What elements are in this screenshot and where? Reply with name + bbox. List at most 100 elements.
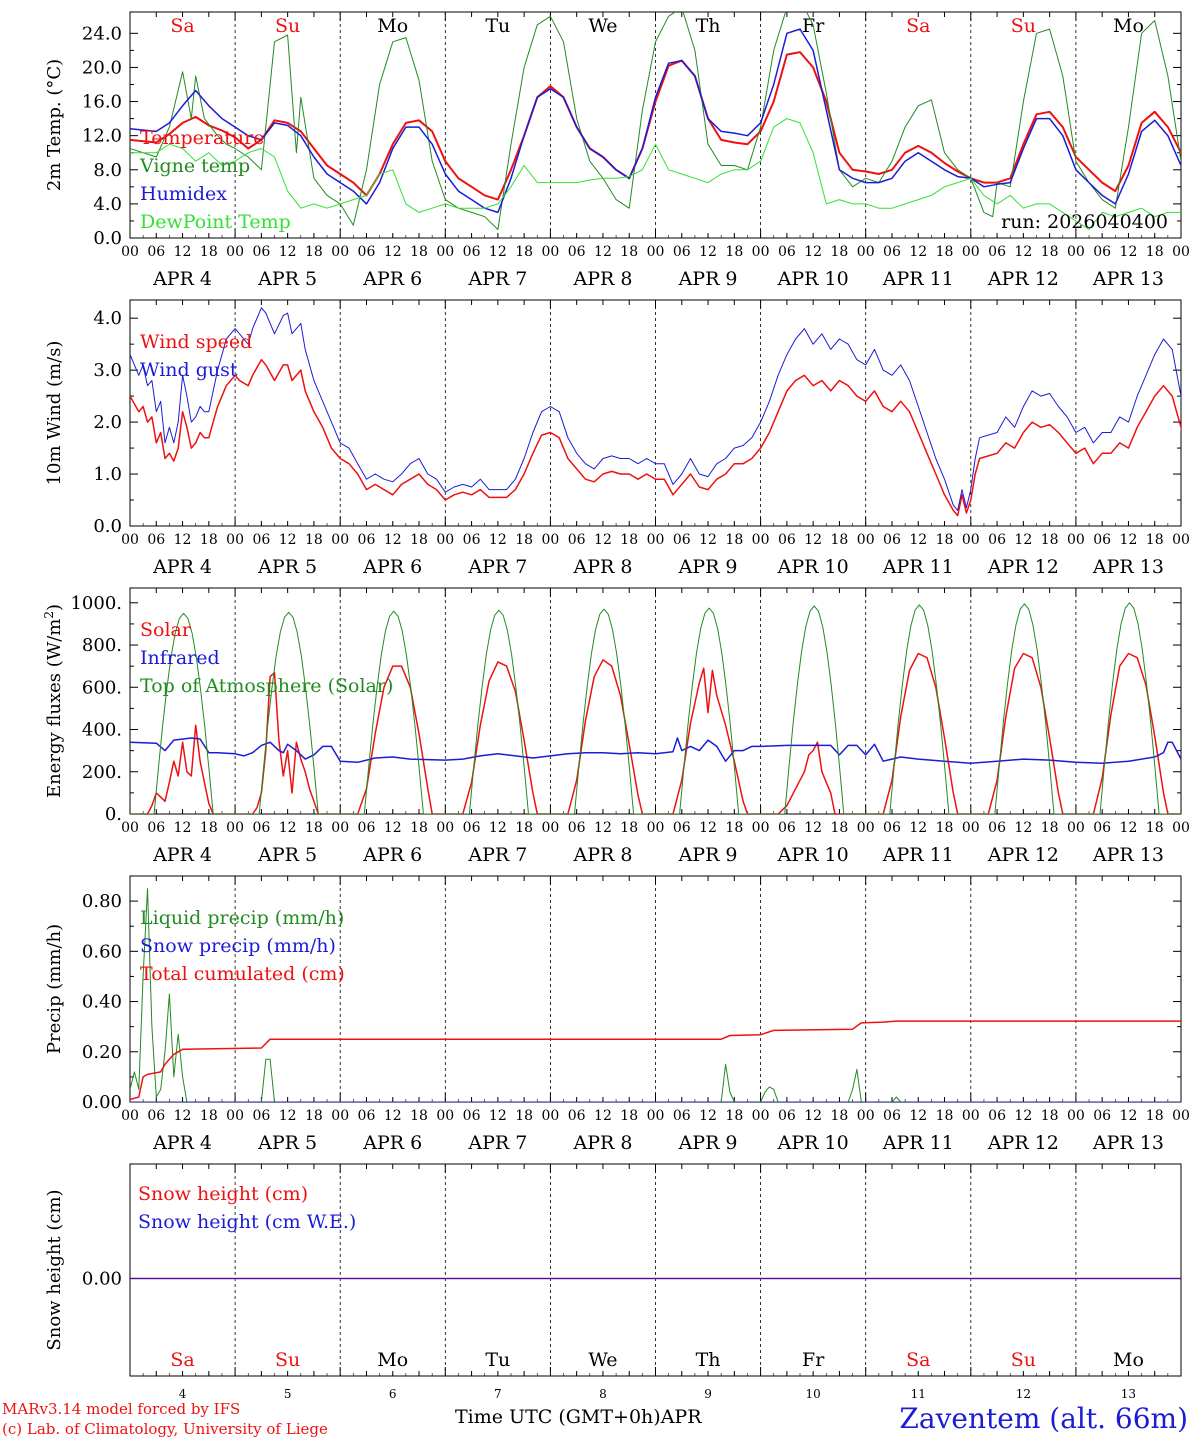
x-hour-label: 06 (147, 244, 165, 260)
x-hour-label: 00 (1172, 244, 1190, 260)
x-hour-label: 18 (410, 532, 428, 548)
x-hour-label: 18 (305, 820, 323, 836)
weekday-label: Tu (485, 1349, 510, 1371)
x-hour-label: 06 (568, 244, 586, 260)
y-tick-label: 2.0 (93, 412, 122, 433)
legend-entry: Total cumulated (cm) (140, 963, 345, 985)
x-hour-label: 18 (936, 820, 954, 836)
x-hour-label: 06 (883, 532, 901, 548)
weekday-label: Mo (377, 15, 408, 37)
x-hour-label: 00 (541, 532, 559, 548)
x-hour-label: 06 (883, 244, 901, 260)
y-tick-label: 12.0 (82, 126, 122, 147)
series-line-humidex (130, 28, 1181, 214)
x-hour-label: 06 (673, 532, 691, 548)
x-day-label: APR 6 (362, 268, 422, 290)
x-hour-label: 12 (489, 820, 507, 836)
x-hour-label: 12 (489, 244, 507, 260)
x-hour-label: 06 (988, 532, 1006, 548)
legend: Wind speed Wind gust (140, 331, 252, 381)
legend-entry: Solar (140, 619, 192, 641)
day-number-label: 9 (704, 1387, 712, 1401)
x-hour-label: 00 (331, 244, 349, 260)
series-group (130, 307, 1181, 517)
x-hour-label: 12 (384, 532, 402, 548)
x-hour-label: 18 (936, 532, 954, 548)
x-hour-label: 06 (1093, 1108, 1111, 1124)
x-hour-label: 06 (463, 820, 481, 836)
day-number-label: 8 (599, 1387, 607, 1401)
x-hour-label: 06 (252, 532, 270, 548)
x-hour-label: 06 (252, 820, 270, 836)
x-hour-label: 06 (673, 820, 691, 836)
x-hour-label: 00 (857, 1108, 875, 1124)
x-hour-label: 06 (988, 1108, 1006, 1124)
x-hour-label: 18 (831, 532, 849, 548)
y-axis-label-superscript: 2 (42, 611, 56, 619)
x-hour-label: 12 (174, 532, 192, 548)
x-hour-label: 12 (384, 244, 402, 260)
x-day-label: APR 11 (882, 268, 954, 290)
x-day-label: APR 5 (257, 556, 317, 578)
y-axis-label: Precip (mm/h) (44, 924, 65, 1054)
x-day-label: APR 8 (572, 268, 632, 290)
series-line-top-of-atmosphere-solar- (130, 602, 1181, 814)
panel-1: 0.0 4.0 8.0 12.0 16.0 20.0 24.0 2m Temp. (°C) 00… (44, 11, 1190, 290)
x-hour-label: 12 (1014, 244, 1032, 260)
y-axis-label: 10m Wind (m/s) (44, 341, 65, 486)
weekday-label: Sa (906, 15, 930, 37)
x-hour-label: 00 (226, 532, 244, 548)
x-hour-label: 18 (200, 1108, 218, 1124)
x-hour-label: 00 (226, 1108, 244, 1124)
x-hour-label: 12 (174, 1108, 192, 1124)
x-hour-label: 06 (358, 532, 376, 548)
x-hour-label: 00 (752, 532, 770, 548)
day-number-label: 11 (911, 1387, 926, 1401)
x-hour-label: 06 (358, 244, 376, 260)
y-tick-label: 0.40 (82, 992, 122, 1013)
x-day-label: APR 10 (777, 556, 849, 578)
series-line-temperature (130, 51, 1181, 201)
x-hour-label: 00 (1067, 1108, 1085, 1124)
x-hour-label: 12 (699, 1108, 717, 1124)
x-hour-label: 00 (647, 820, 665, 836)
x-day-label: APR 5 (257, 268, 317, 290)
y-tick-label: 600. (82, 677, 122, 698)
y-tick-label: 16.0 (82, 92, 122, 113)
x-hour-label: 06 (673, 1108, 691, 1124)
x-hour-label: 18 (410, 244, 428, 260)
x-hour-label: 00 (647, 1108, 665, 1124)
legend-entry: DewPoint Temp (140, 211, 291, 233)
weekday-label: Mo (1113, 15, 1144, 37)
x-hour-label: 12 (384, 820, 402, 836)
lab-credit: (c) Lab. of Climatology, University of L… (2, 1420, 328, 1438)
x-hour-label: 12 (909, 1108, 927, 1124)
x-hour-label: 06 (568, 820, 586, 836)
x-hour-label: 18 (1146, 820, 1164, 836)
legend-entry: Snow height (cm) (138, 1183, 308, 1205)
x-day-label: APR 8 (572, 556, 632, 578)
x-day-label: APR 11 (882, 844, 954, 866)
x-hour-label: 18 (1041, 244, 1059, 260)
x-hour-label: 18 (936, 1108, 954, 1124)
x-day-label: APR 6 (362, 844, 422, 866)
weekday-label: Tu (485, 15, 510, 37)
panel-4: 0.00 0.20 0.40 0.60 0.80 Precip (mm/h) 00 06 12 1… (44, 875, 1190, 1154)
x-hour-label: 18 (831, 1108, 849, 1124)
weekday-label: We (588, 1349, 617, 1371)
day-number-label: 6 (389, 1387, 397, 1401)
time-axis-title: Time UTC (GMT+0h) (455, 1406, 661, 1428)
x-day-label: APR 11 (882, 556, 954, 578)
x-hour-label: 06 (988, 244, 1006, 260)
x-hour-label: 18 (515, 1108, 533, 1124)
x-hour-label: 06 (1093, 532, 1111, 548)
x-hour-label: 00 (857, 532, 875, 548)
x-day-label: APR 12 (987, 844, 1059, 866)
y-tick-label: 400. (82, 720, 122, 741)
x-hour-label: 12 (279, 820, 297, 836)
legend: Solar Infrared Top of Atmosphere (Solar) (140, 619, 393, 697)
series-line-liquid-precip-mm-h- (130, 888, 902, 1102)
y-axis-label: 2m Temp. (°C) (44, 59, 65, 191)
panel-5: 0.00 Snow height (cm) Sa Su Mo Tu We Th Fr Sa Su Mo… (44, 1163, 1182, 1401)
x-hour-label: 06 (988, 820, 1006, 836)
